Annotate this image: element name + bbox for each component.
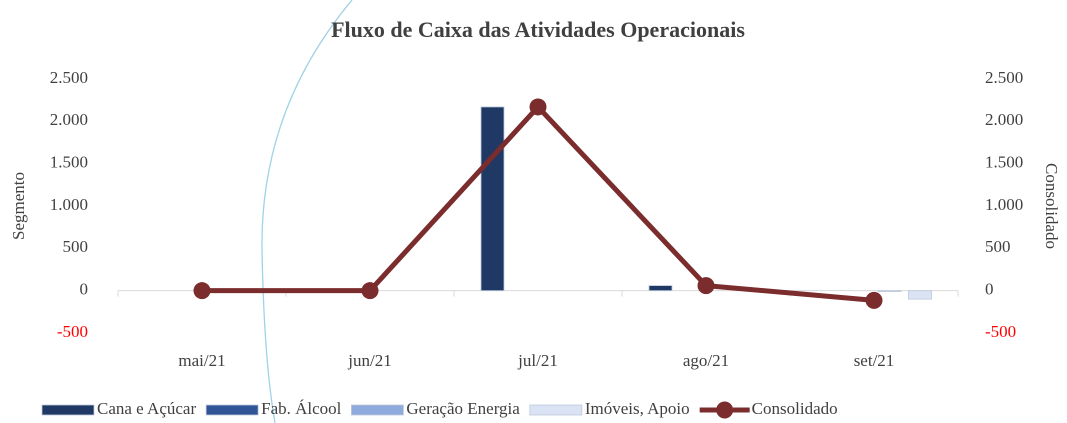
legend-label: Fab. Álcool bbox=[261, 399, 342, 418]
y2-tick-label: 2.500 bbox=[985, 68, 1023, 87]
y-tick-label: 1.500 bbox=[50, 153, 88, 172]
y-tick-label: 2.500 bbox=[50, 68, 88, 87]
line-marker bbox=[529, 98, 547, 116]
line-marker bbox=[865, 291, 883, 309]
legend-swatch bbox=[529, 404, 583, 416]
legend-swatch bbox=[41, 404, 95, 416]
y2-tick-label: 0 bbox=[985, 280, 994, 299]
x-tick-label: jul/21 bbox=[517, 351, 558, 370]
y-tick-label: 2.000 bbox=[50, 110, 88, 129]
legend-swatch bbox=[205, 404, 259, 416]
y2-tick-label: 500 bbox=[985, 237, 1011, 256]
y-tick-label: 0 bbox=[80, 280, 89, 299]
x-tick-label: jun/21 bbox=[347, 351, 391, 370]
line-marker bbox=[361, 282, 379, 300]
legend-label: Geração Energia bbox=[406, 399, 520, 418]
y2-axis-label: Consolidado bbox=[1042, 163, 1061, 249]
legend-swatch bbox=[716, 401, 734, 419]
y2-tick-label: 1.500 bbox=[985, 153, 1023, 172]
decorative-arc bbox=[261, 0, 353, 423]
bar bbox=[877, 290, 902, 292]
bar bbox=[648, 285, 673, 292]
legend-label: Imóveis, Apoio bbox=[585, 399, 690, 418]
y-tick-label: 1.000 bbox=[50, 195, 88, 214]
bar bbox=[908, 290, 932, 300]
x-tick-label: ago/21 bbox=[683, 351, 729, 370]
y2-tick-label: 2.000 bbox=[985, 110, 1023, 129]
legend-label: Cana e Açúcar bbox=[97, 399, 196, 418]
y-tick-label: 500 bbox=[63, 237, 89, 256]
line-marker bbox=[193, 282, 211, 300]
x-tick-label: mai/21 bbox=[178, 351, 225, 370]
line bbox=[202, 104, 875, 303]
x-tick-label: set/21 bbox=[854, 351, 895, 370]
line-marker bbox=[697, 277, 715, 295]
bar bbox=[480, 106, 505, 292]
legend-swatch bbox=[351, 404, 404, 416]
y2-tick-label: -500 bbox=[985, 322, 1016, 341]
y2-tick-label: 1.000 bbox=[985, 195, 1023, 214]
legend-label: Consolidado bbox=[752, 399, 838, 418]
y-tick-label: -500 bbox=[57, 322, 88, 341]
chart-title: Fluxo de Caixa das Atividades Operaciona… bbox=[331, 17, 745, 42]
y-axis-label: Segmento bbox=[9, 172, 28, 240]
